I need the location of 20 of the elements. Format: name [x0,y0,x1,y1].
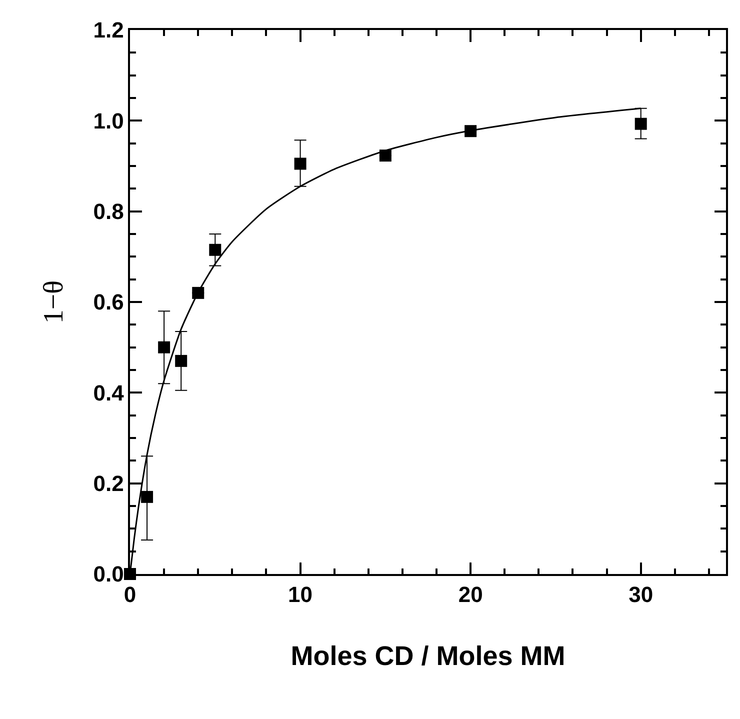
point [294,158,306,170]
y-tick-label: 0.8 [93,199,124,224]
y-tick-label: 0.6 [93,290,124,315]
y-tick-label: 0.4 [93,380,125,406]
point [158,341,170,354]
y-tick-label: 1.2 [93,18,124,43]
x-tick-label: 20 [458,582,483,608]
y-tick-label: 0.2 [93,471,124,496]
point [634,118,647,130]
point [141,490,154,503]
point [209,244,222,256]
point [175,354,188,367]
x-tick-label: 10 [288,582,313,608]
y-tick-label: 0.0 [93,562,124,587]
point [379,150,392,162]
x-axis-title: Moles CD / Moles MM [290,641,566,672]
y-axis-title: 1−θ [38,280,70,324]
x-tick-label: 0 [124,582,136,608]
x-tick-label: 30 [628,582,654,608]
y-tick-label: 1.0 [93,108,124,134]
